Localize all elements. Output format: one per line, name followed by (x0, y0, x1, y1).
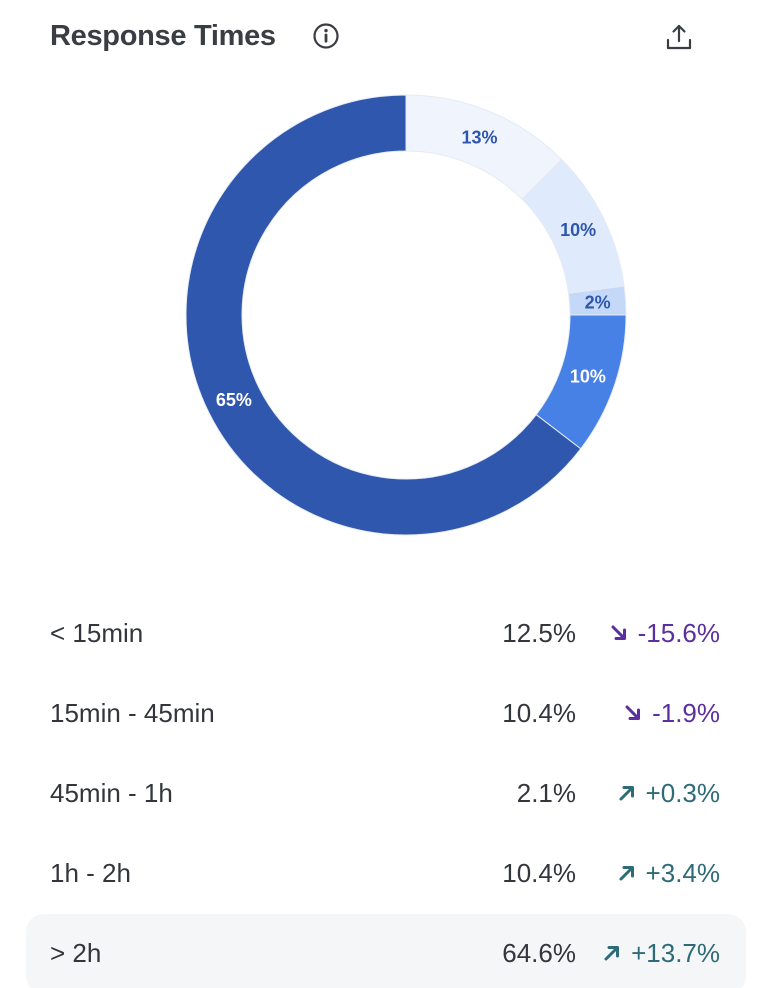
legend-row-label: 45min - 1h (50, 778, 173, 808)
legend-row-value: 10.4% (502, 858, 576, 888)
slice-label: 65% (216, 390, 252, 410)
legend-row-change: -15.6% (637, 618, 720, 648)
legend-row-value: 64.6% (502, 938, 576, 968)
legend-row-label: < 15min (50, 618, 144, 648)
legend-row-value: 10.4% (502, 698, 576, 728)
legend-row-label: 15min - 45min (50, 698, 215, 728)
donut-slice[interactable] (185, 94, 582, 536)
arrow-up-right-icon (618, 864, 636, 882)
arrow-down-right-icon (624, 704, 642, 722)
slice-label: 10% (560, 220, 596, 240)
legend-row-change: +0.3% (645, 778, 720, 808)
arrow-down-right-icon (610, 624, 628, 642)
arrow-up-right-icon (603, 944, 621, 962)
page-title: Response Times (50, 20, 276, 52)
response-times-donut-chart: 13% 10% 2% 10% 65% (0, 80, 766, 550)
donut-svg: 13% 10% 2% 10% 65% (185, 94, 627, 536)
slice-label: 13% (461, 128, 497, 148)
legend-row-value: 12.5% (502, 618, 576, 648)
legend-row-change: +3.4% (645, 858, 720, 888)
legend-row-value: 2.1% (516, 778, 576, 808)
legend-row-label: > 2h (50, 938, 102, 968)
legend-row-change: -1.9% (652, 698, 720, 728)
legend-row[interactable]: 15min - 45min 10.4% -1.9% (26, 674, 746, 754)
card-header: Response Times (50, 18, 700, 58)
info-circle-icon[interactable] (312, 22, 340, 50)
slice-label: 2% (585, 292, 611, 312)
legend-row[interactable]: 45min - 1h 2.1% +0.3% (26, 754, 746, 834)
arrow-up-right-icon (618, 784, 636, 802)
legend-row[interactable]: 1h - 2h 10.4% +3.4% (26, 834, 746, 914)
legend-row[interactable]: < 15min 12.5% -15.6% (26, 594, 746, 674)
legend-row-change: +13.7% (631, 938, 720, 968)
response-times-legend: < 15min 12.5% -15.6% 15min - 45min 10.4% -1.9… (26, 594, 746, 988)
share-upload-icon[interactable] (664, 22, 694, 52)
legend-row[interactable]: > 2h 64.6% +13.7% (26, 914, 746, 988)
legend-row-label: 1h - 2h (50, 858, 131, 888)
slice-label: 10% (570, 367, 606, 387)
